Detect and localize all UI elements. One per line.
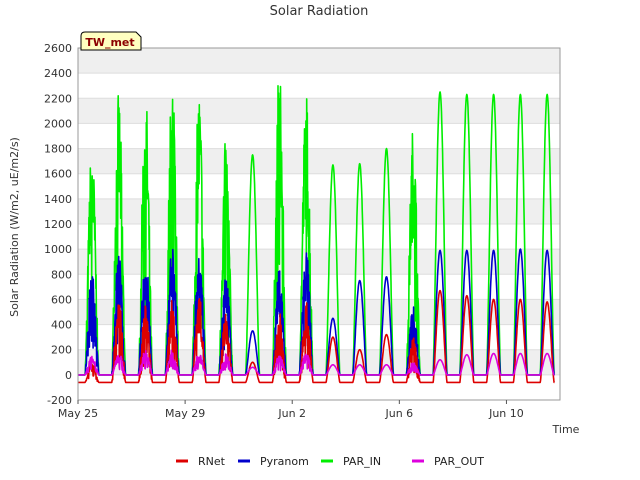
plot-band	[78, 148, 560, 174]
series-layer	[77, 47, 561, 401]
y-tick-label: -200	[47, 394, 72, 407]
x-tick-label: May 29	[165, 407, 205, 420]
y-tick-label: 1000	[44, 243, 72, 256]
y-tick-label: 400	[51, 319, 72, 332]
x-tick-label: May 25	[58, 407, 98, 420]
y-tick-label: 1600	[44, 168, 72, 181]
x-axis-ticks: May 25 May 29 Jun 2 Jun 6 Jun 10	[58, 400, 524, 420]
legend-label: PAR_OUT	[434, 455, 484, 468]
y-tick-label: 0	[65, 369, 72, 382]
legend: RNet Pyranom PAR_IN PAR_OUT	[176, 455, 484, 468]
plot-band	[78, 198, 560, 224]
series-line-par-out	[77, 349, 555, 376]
y-tick-label: 2400	[44, 67, 72, 80]
y-tick-label: 800	[51, 268, 72, 281]
y-tick-label: 1800	[44, 143, 72, 156]
y-tick-label: 2200	[44, 92, 72, 105]
station-badge: TW_met	[80, 31, 142, 51]
plot-frame	[77, 47, 561, 401]
plot-band	[78, 299, 560, 325]
plot-band	[78, 98, 560, 124]
y-tick-label: 1200	[44, 218, 72, 231]
series-line-rnet	[77, 289, 555, 384]
badge-label: TW_met	[85, 36, 134, 49]
y-tick-label: 1400	[44, 193, 72, 206]
y-axis-ticks: -200 0 200 400 600 800 1000 1200 1400 1600 1800 200…	[44, 42, 72, 407]
x-axis-label: Time	[552, 423, 580, 436]
badge-shape	[80, 31, 142, 51]
x-tick-label: Jun 10	[488, 407, 524, 420]
chart-title: Solar Radiation	[270, 4, 369, 19]
legend-label: RNet	[198, 455, 226, 468]
plot-band	[78, 249, 560, 275]
y-tick-label: 200	[51, 344, 72, 357]
plot-band	[78, 349, 560, 375]
y-axis-label: Solar Radiation (W/m2, uE/m2/s)	[8, 137, 21, 317]
y-tick-label: 2000	[44, 117, 72, 130]
x-tick-label: Jun 2	[277, 407, 306, 420]
y-tick-label: 600	[51, 293, 72, 306]
legend-label: Pyranom	[260, 455, 309, 468]
x-tick-label: Jun 6	[384, 407, 413, 420]
plot-band	[78, 48, 560, 74]
legend-label: PAR_IN	[343, 455, 381, 468]
y-tick-label: 2600	[44, 42, 72, 55]
